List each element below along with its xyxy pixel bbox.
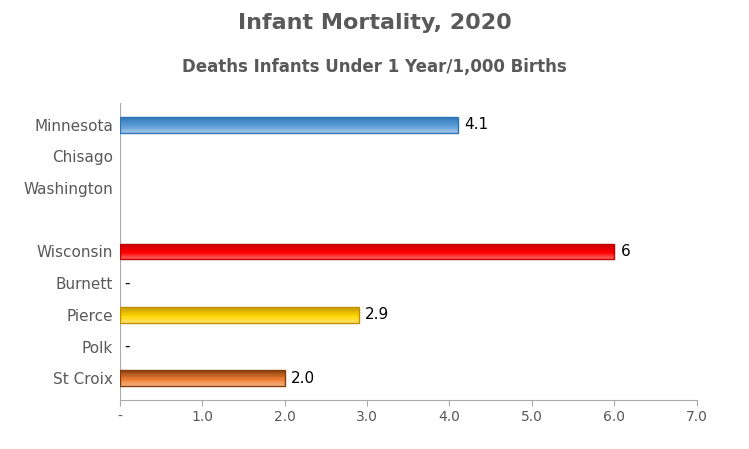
Bar: [120, 248, 614, 249]
Bar: [120, 121, 458, 122]
Bar: [120, 255, 614, 256]
Bar: [120, 312, 359, 313]
Bar: [120, 253, 614, 254]
Bar: [120, 119, 458, 120]
Bar: [120, 257, 614, 258]
Bar: [120, 376, 285, 377]
Bar: [120, 379, 285, 380]
Bar: [120, 250, 614, 251]
Bar: [120, 244, 614, 245]
Bar: [120, 372, 285, 373]
Bar: [120, 318, 359, 319]
Bar: [120, 243, 614, 244]
Bar: [120, 122, 458, 123]
Bar: [120, 373, 285, 374]
Bar: [120, 117, 458, 132]
Bar: [120, 254, 614, 255]
Bar: [120, 249, 614, 250]
Bar: [120, 118, 458, 119]
Bar: [120, 127, 458, 128]
Bar: [120, 129, 458, 130]
Bar: [120, 245, 614, 246]
Bar: [120, 130, 458, 131]
Text: 2.9: 2.9: [366, 307, 389, 322]
Text: 6: 6: [621, 244, 631, 259]
Bar: [120, 259, 614, 260]
Bar: [120, 320, 359, 321]
Bar: [120, 307, 359, 308]
Bar: [120, 124, 458, 125]
Bar: [120, 313, 359, 314]
Bar: [120, 309, 359, 310]
Bar: [120, 310, 359, 311]
Text: 4.1: 4.1: [464, 117, 488, 132]
Bar: [120, 128, 458, 129]
Bar: [120, 322, 359, 323]
Bar: [120, 247, 614, 248]
Bar: [120, 251, 614, 252]
Bar: [120, 317, 359, 318]
Bar: [120, 384, 285, 385]
Bar: [120, 252, 614, 253]
Bar: [120, 374, 285, 375]
Bar: [120, 385, 285, 386]
Bar: [120, 246, 614, 247]
Bar: [120, 383, 285, 384]
Bar: [120, 256, 614, 257]
Bar: [120, 378, 285, 379]
Bar: [120, 371, 285, 372]
Bar: [120, 314, 359, 315]
Text: Deaths Infants Under 1 Year/1,000 Births: Deaths Infants Under 1 Year/1,000 Births: [182, 58, 567, 76]
Bar: [120, 370, 285, 386]
Bar: [120, 311, 359, 312]
Bar: [120, 126, 458, 127]
Bar: [120, 381, 285, 382]
Bar: [120, 321, 359, 322]
Bar: [120, 125, 458, 126]
Bar: [120, 370, 285, 371]
Bar: [120, 117, 458, 118]
Bar: [120, 307, 359, 323]
Bar: [120, 131, 458, 132]
Bar: [120, 308, 359, 309]
Bar: [120, 382, 285, 383]
Text: 2.0: 2.0: [291, 371, 315, 386]
Bar: [120, 316, 359, 317]
Bar: [120, 258, 614, 259]
Bar: [120, 243, 614, 260]
Text: -: -: [124, 276, 130, 291]
Text: -: -: [124, 339, 130, 354]
Bar: [120, 120, 458, 121]
Bar: [120, 375, 285, 376]
Bar: [120, 315, 359, 316]
Bar: [120, 319, 359, 320]
Bar: [120, 123, 458, 124]
Bar: [120, 377, 285, 378]
Bar: [120, 380, 285, 381]
Text: Infant Mortality, 2020: Infant Mortality, 2020: [237, 13, 512, 34]
